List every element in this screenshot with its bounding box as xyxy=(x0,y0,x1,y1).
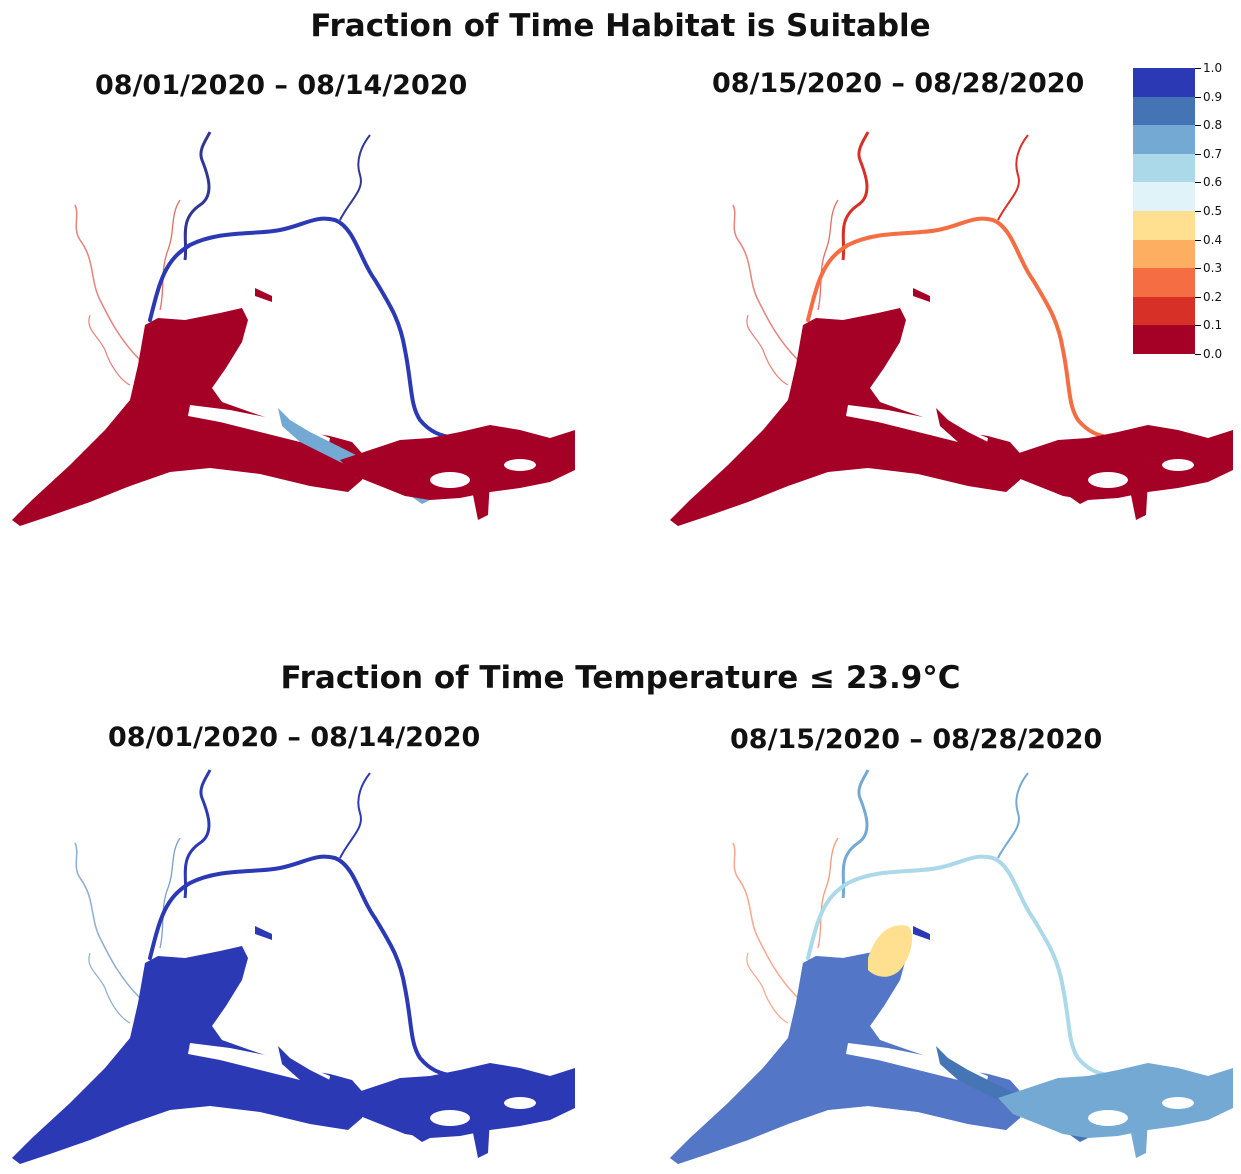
west-tributary-3 xyxy=(817,199,839,311)
delta-arm xyxy=(462,440,490,520)
delta-island xyxy=(504,1097,536,1109)
delta-water xyxy=(998,1063,1233,1138)
colorbar-tick-label: 0.2 xyxy=(1203,289,1223,304)
delta-water xyxy=(998,425,1233,500)
colorbar-tick-label: 0.4 xyxy=(1203,232,1223,247)
delta-island xyxy=(1088,472,1128,488)
colorbar-swatch xyxy=(1133,296,1195,326)
map-temperature-2 xyxy=(670,769,1233,1164)
colorbar-tick xyxy=(1195,211,1201,212)
bay-water xyxy=(12,946,368,1164)
delta-island xyxy=(1088,1110,1128,1126)
delta-island xyxy=(430,472,470,488)
main-river xyxy=(806,854,1115,1078)
north-river xyxy=(841,131,870,261)
west-tributary-2 xyxy=(746,314,789,386)
map-habitat-1 xyxy=(12,131,575,526)
delta-water xyxy=(340,425,575,500)
colorbar-tick-label: 0.0 xyxy=(1203,347,1223,361)
west-tributary-2 xyxy=(88,314,131,386)
delta-arm xyxy=(462,1078,490,1158)
colorbar-tick xyxy=(1195,296,1201,298)
bay-jetty xyxy=(913,926,930,940)
colorbar-tick xyxy=(1195,354,1201,355)
colorbar-tick-label: 0.9 xyxy=(1203,89,1223,104)
panel-title-temperature-1: 08/01/2020 – 08/14/2020 xyxy=(108,722,481,753)
north-river xyxy=(183,131,212,261)
colorbar-tick xyxy=(1195,96,1201,98)
bay-island xyxy=(846,1043,988,1086)
delta-water xyxy=(340,1063,575,1138)
colorbar-tick-label: 1.0 xyxy=(1203,61,1223,75)
colorbar-tick-label: 0.5 xyxy=(1203,204,1223,218)
west-tributary-2 xyxy=(746,952,789,1024)
colorbar-swatch xyxy=(1133,325,1195,354)
bay-water xyxy=(670,308,1026,526)
west-tributary-1 xyxy=(74,842,141,999)
bay-island xyxy=(188,405,330,448)
top-section-title: Fraction of Time Habitat is Suitable xyxy=(310,8,931,44)
map-habitat-2 xyxy=(670,131,1233,526)
bay-jetty xyxy=(913,288,930,302)
east-river xyxy=(997,772,1029,859)
colorbar-swatch xyxy=(1133,268,1195,297)
colorbar-tick xyxy=(1195,182,1201,184)
panel-title-habitat-2: 08/15/2020 – 08/28/2020 xyxy=(712,68,1085,99)
west-tributary-1 xyxy=(74,204,141,361)
colorbar-tick xyxy=(1195,68,1201,69)
delta-arm xyxy=(1120,440,1148,520)
main-river xyxy=(148,216,457,440)
colorbar-tick xyxy=(1195,268,1201,270)
west-tributary-1 xyxy=(732,204,799,361)
west-tributary-3 xyxy=(159,837,181,949)
west-tributary-2 xyxy=(88,952,131,1024)
colorbar-swatch xyxy=(1133,182,1195,211)
delta-island xyxy=(1162,1097,1194,1109)
colorbar-swatch xyxy=(1133,96,1195,126)
colorbar-tick-label: 0.3 xyxy=(1203,261,1223,276)
bay-jetty xyxy=(255,288,272,302)
colorbar xyxy=(1133,68,1195,354)
north-river xyxy=(841,769,870,899)
bay-jetty xyxy=(255,926,272,940)
main-river xyxy=(806,216,1115,440)
north-river xyxy=(183,769,212,899)
colorbar-swatch xyxy=(1133,239,1195,269)
colorbar-swatch xyxy=(1133,153,1195,183)
colorbar-tick xyxy=(1195,239,1201,241)
colorbar-tick-label: 0.1 xyxy=(1203,318,1223,333)
delta-island xyxy=(504,459,536,471)
delta-island xyxy=(430,1110,470,1126)
bay-island xyxy=(188,1043,330,1086)
colorbar-tick xyxy=(1195,325,1201,327)
east-river xyxy=(339,772,371,859)
bottom-section-title: Fraction of Time Temperature ≤ 23.9°C xyxy=(280,660,961,696)
bay-warm-spot xyxy=(868,925,913,977)
west-tributary-1 xyxy=(732,842,799,999)
main-river xyxy=(148,854,457,1078)
colorbar-tick-label: 0.6 xyxy=(1203,175,1223,190)
bay-water xyxy=(12,308,368,526)
east-river xyxy=(997,134,1029,221)
colorbar-tick-label: 0.8 xyxy=(1203,118,1223,133)
panel-title-temperature-2: 08/15/2020 – 08/28/2020 xyxy=(730,724,1103,755)
colorbar-tick xyxy=(1195,153,1201,155)
bay-island xyxy=(846,405,988,448)
map-temperature-1 xyxy=(12,769,575,1164)
bay-overlay xyxy=(670,946,1026,1164)
colorbar-tick-label: 0.7 xyxy=(1203,146,1223,161)
colorbar-tick xyxy=(1195,125,1201,127)
colorbar-swatch xyxy=(1133,211,1195,240)
west-tributary-3 xyxy=(817,837,839,949)
panel-title-habitat-1: 08/01/2020 – 08/14/2020 xyxy=(95,70,468,101)
delta-arm xyxy=(1120,1078,1148,1158)
east-river xyxy=(339,134,371,221)
delta-island xyxy=(1162,459,1194,471)
colorbar-swatch xyxy=(1133,125,1195,154)
west-tributary-3 xyxy=(159,199,181,311)
colorbar-swatch xyxy=(1133,68,1195,97)
